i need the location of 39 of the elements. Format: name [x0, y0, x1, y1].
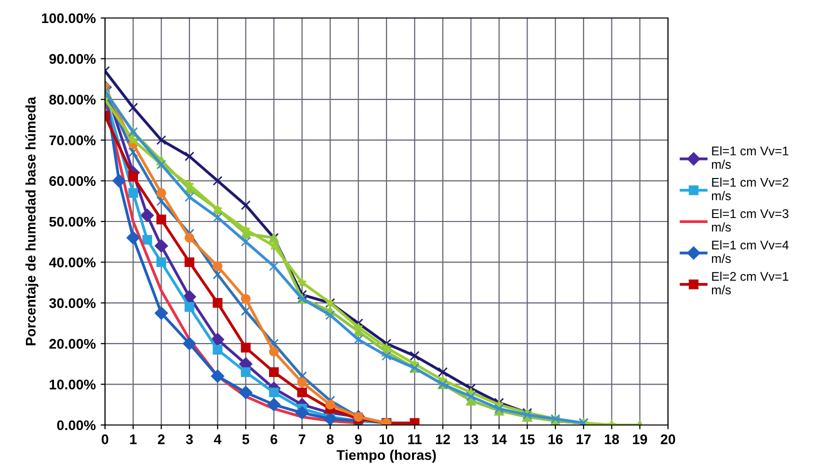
y-tick-label: 40.00% — [49, 258, 96, 268]
y-tick-label: 60.00% — [49, 176, 96, 186]
x-tick-label: 5 — [242, 434, 250, 444]
y-tick-label: 10.00% — [50, 380, 96, 390]
x-tick-label: 12 — [436, 434, 450, 444]
x-tick-label: 2 — [158, 434, 165, 444]
y-tick-label: 20.00% — [49, 338, 96, 349]
x-tick-label: 8 — [326, 434, 334, 444]
x-tick-label: 11 — [408, 434, 422, 444]
y-tick-label: 50.00% — [49, 216, 96, 227]
x-tick-label: 20 — [660, 434, 676, 444]
x-tick-label: 15 — [520, 434, 535, 444]
legend-label: El=1 cm Vv=3 m/s — [712, 208, 788, 232]
x-tick-label: 13 — [464, 434, 478, 444]
x-tick-label: 19 — [633, 434, 648, 444]
legend-label: El=1 cm Vv=2 m/s — [712, 178, 788, 200]
x-tick-label: 7 — [298, 434, 306, 444]
x-tick-label: 18 — [604, 434, 619, 444]
y-tick-label: 80.00% — [49, 94, 96, 105]
x-tick-label: 16 — [548, 434, 563, 444]
y-tick-label: 100.00% — [42, 13, 96, 24]
x-tick-label: 4 — [214, 434, 222, 444]
x-tick-label: 6 — [270, 434, 278, 444]
y-tick-label: 90.00% — [49, 54, 96, 64]
x-tick-label: 14 — [492, 434, 507, 444]
y-tick-label: 0.00% — [57, 420, 96, 430]
x-tick-label: 1 — [130, 434, 137, 444]
y-tick-label: 70.00% — [49, 135, 96, 146]
legend-label: El=1 cm Vv=1 m/s — [712, 146, 788, 169]
x-tick-label: 17 — [576, 434, 591, 444]
legend-label: El=1 cm Vv=4 m/s — [712, 240, 789, 263]
y-tick-label: 30.00% — [49, 298, 96, 308]
legend-label: El=2 cm Vv=1 m/s — [712, 272, 788, 294]
x-tick-label: 10 — [380, 434, 394, 444]
x-tick-label: 3 — [186, 434, 193, 444]
y-axis-title: Porcentaje de humedad base húmeda — [25, 96, 38, 346]
x-tick-label: 0 — [102, 434, 108, 444]
x-tick-label: 9 — [354, 434, 362, 444]
x-axis-title: Tiempo (horas) — [336, 450, 436, 463]
